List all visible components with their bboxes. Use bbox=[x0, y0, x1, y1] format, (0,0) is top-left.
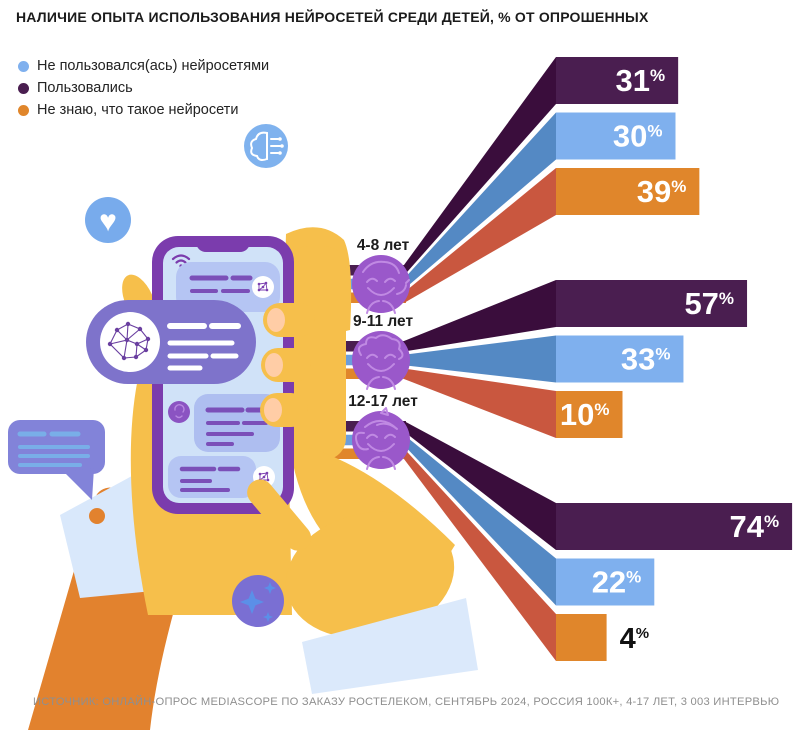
ribbon-stub-g2-s3 bbox=[296, 368, 406, 379]
source-note: ИСТОЧНИК: ОНЛАЙН-ОПРОС MEDIASCOPE ПО ЗАК… bbox=[33, 696, 780, 708]
legend-item-not-used: Не пользовался(ась) нейросетями bbox=[18, 58, 269, 75]
sparkle-icon bbox=[232, 575, 284, 627]
ribbon-g3-s1 bbox=[404, 421, 556, 550]
ribbon-g1-s2 bbox=[404, 112, 556, 290]
bar-value-label-g2-s2: 33% bbox=[621, 342, 671, 377]
legend-label: Не знаю, что такое нейросети bbox=[37, 102, 239, 118]
bar-g2-s1 bbox=[556, 280, 748, 327]
legend-item-used: Пользовались bbox=[18, 80, 269, 97]
bar-g2-s3 bbox=[556, 391, 623, 438]
ribbon-g2-s1 bbox=[404, 280, 556, 352]
speech-bubble bbox=[8, 420, 105, 500]
ribbon-g1-s1 bbox=[404, 57, 556, 276]
bar-g1-s3 bbox=[556, 168, 700, 215]
heart-icon: ♥ bbox=[85, 197, 131, 243]
avatar-boy-4-8-icon bbox=[352, 255, 410, 314]
bar-g1-s2 bbox=[556, 112, 676, 160]
bar-value-label-g1-s2: 30% bbox=[613, 119, 663, 154]
user-avatar-icon bbox=[168, 401, 190, 423]
bar-value-label-g2-s3: 10% bbox=[560, 397, 610, 432]
brain-network-icon bbox=[107, 321, 151, 361]
bar-g3-s3 bbox=[556, 614, 607, 661]
hand-right-fingers bbox=[260, 303, 315, 427]
bar-g3-s1 bbox=[556, 503, 793, 550]
brain-bubble bbox=[86, 300, 256, 384]
hand-pointing bbox=[247, 479, 478, 694]
ai-brain-icon bbox=[244, 124, 288, 168]
ribbon-g2-s2 bbox=[404, 335, 556, 383]
cuff-button bbox=[89, 508, 105, 524]
bar-value-label-g3-s2: 22% bbox=[592, 565, 642, 600]
age-group-label-1: 4-8 лет bbox=[357, 237, 410, 254]
bar-value-label-g3-s3: 4% bbox=[620, 623, 649, 655]
legend-dot-blue bbox=[18, 61, 29, 72]
avatar-boy-curly-9-11-icon bbox=[352, 331, 410, 390]
bar-g2-s2 bbox=[556, 335, 684, 383]
ribbon-g3-s2 bbox=[404, 434, 556, 606]
ribbon-stub-g2-s1 bbox=[296, 341, 406, 352]
bar-value-label-g2-s1: 57% bbox=[684, 286, 734, 321]
bar-value-label-g3-s1: 74% bbox=[729, 509, 779, 544]
ribbon-g2-s3 bbox=[404, 368, 556, 438]
chat-bubble-1 bbox=[176, 262, 280, 312]
chat-bubble-3 bbox=[168, 456, 275, 498]
ribbon-stub-g1-s2 bbox=[296, 278, 406, 290]
bar-value-label-g1-s1: 31% bbox=[616, 63, 666, 98]
legend-dot-orange bbox=[18, 105, 29, 116]
svg-text:♥: ♥ bbox=[99, 205, 117, 238]
legend-label: Не пользовался(ась) нейросетями bbox=[37, 58, 270, 74]
ribbon-g1-s3 bbox=[404, 168, 556, 303]
bar-g3-s2 bbox=[556, 558, 655, 606]
ribbon-stub-g1-s1 bbox=[296, 265, 406, 276]
ribbon-g3-s3 bbox=[404, 448, 556, 661]
avatar-girl-12-17-icon bbox=[352, 407, 410, 470]
ribbon-stub-g3-s3 bbox=[296, 448, 406, 459]
bar-value-label-g1-s3: 39% bbox=[637, 174, 687, 209]
page-title: НАЛИЧИЕ ОПЫТА ИСПОЛЬЗОВАНИЯ НЕЙРОСЕТЕЙ С… bbox=[16, 9, 649, 25]
ribbon-stub-g2-s2 bbox=[296, 354, 406, 366]
age-group-label-2: 9-11 лет bbox=[353, 313, 414, 330]
legend-dot-purple bbox=[18, 83, 29, 94]
legend: Не пользовался(ась) нейросетями Пользова… bbox=[18, 58, 269, 124]
ribbon-stub-g3-s2 bbox=[296, 434, 406, 446]
bar-g1-s1 bbox=[556, 57, 679, 104]
age-group-label-3: 12-17 лет bbox=[348, 393, 418, 410]
phone-notch bbox=[196, 236, 250, 252]
ribbon-stub-g3-s1 bbox=[296, 421, 406, 432]
legend-item-dont-know: Не знаю, что такое нейросети bbox=[18, 102, 269, 119]
legend-label: Пользовались bbox=[37, 80, 133, 96]
